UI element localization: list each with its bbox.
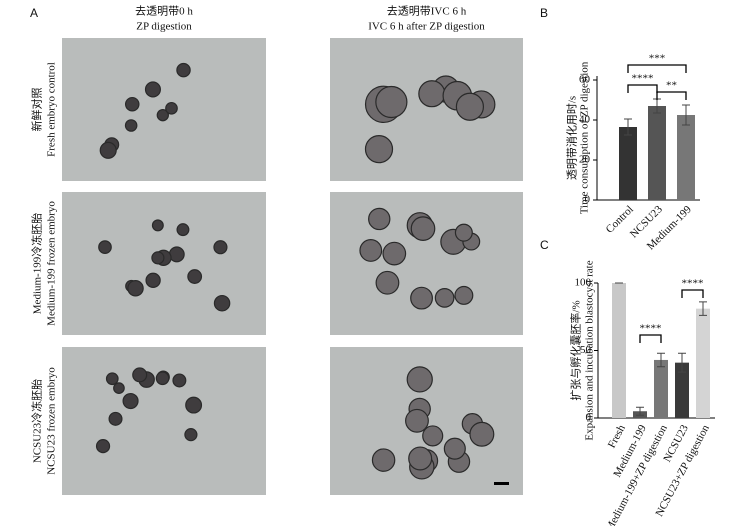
embryo [184, 428, 198, 442]
row-subtitle: Fresh embryo control [46, 62, 58, 157]
row-subtitle: NCSU23 frozen embryo [46, 367, 58, 475]
embryo [132, 367, 148, 383]
row-title: Medium-199冷冻胚胎 [30, 213, 44, 314]
bar [648, 106, 666, 200]
y-axis-label: 扩张与孵化囊胚率/% [569, 300, 583, 400]
micrograph [62, 347, 266, 495]
embryo [99, 141, 117, 159]
embryo [105, 372, 119, 386]
significance-label: **** [640, 323, 662, 335]
x-tick-label: Fresh [606, 423, 628, 451]
error-bar [636, 406, 644, 416]
embryo [124, 96, 140, 112]
embryo [185, 396, 203, 414]
error-bar [699, 301, 707, 316]
embryo [151, 219, 164, 232]
error-bar [682, 104, 690, 126]
embryo [455, 92, 485, 121]
embryo [434, 288, 455, 308]
embryo [151, 251, 165, 265]
y-axis-label: Time consumption of ZP digestion [579, 61, 591, 214]
embryo [422, 425, 444, 447]
embryo [364, 135, 394, 164]
embryo [406, 366, 433, 393]
embryo [371, 448, 396, 472]
embryo [176, 62, 191, 78]
y-tick-label: 60 [579, 74, 591, 86]
significance-bracket [656, 91, 687, 100]
embryo [98, 240, 112, 254]
embryo [405, 408, 429, 433]
y-axis-label: Expansion and incubation blastocyst rate [584, 260, 596, 440]
error-bar [678, 352, 686, 373]
embryo [95, 439, 111, 454]
bar [654, 359, 668, 418]
significance-bracket [681, 289, 704, 298]
significance-label: **** [682, 278, 704, 290]
bar [677, 115, 695, 200]
embryo [469, 421, 495, 447]
significance-label: ** [666, 80, 677, 92]
embryo [375, 85, 408, 119]
significance-label: **** [632, 73, 654, 85]
bar [619, 127, 637, 200]
embryo [124, 119, 138, 132]
y-tick-label: 100 [575, 277, 592, 289]
embryo [443, 437, 466, 460]
bar [612, 283, 626, 418]
bar [675, 362, 689, 418]
bar [696, 308, 710, 418]
y-tick-label: 0 [585, 194, 591, 206]
embryo [156, 108, 169, 122]
embryo [454, 223, 473, 242]
row-title: NCSU23冷冻胚胎 [30, 379, 44, 463]
significance-bracket [627, 64, 687, 73]
embryo [172, 373, 187, 388]
y-tick-label: 0 [586, 412, 592, 424]
embryo [368, 207, 391, 231]
embryo [410, 286, 433, 310]
embryo [176, 223, 190, 237]
column-title: 去透明带IVC 6 h [387, 5, 467, 18]
y-axis-label: 透明带消化用时/s [565, 96, 579, 180]
embryo [408, 446, 433, 471]
panel-label: B [540, 6, 548, 20]
column-subtitle: IVC 6 h after ZP digestion [368, 21, 485, 33]
row-subtitle: Medium-199 frozen embryo [46, 201, 58, 326]
y-tick-label: 50 [580, 344, 592, 356]
embryo [359, 239, 383, 262]
significance-bracket [639, 334, 662, 343]
y-tick-label: 20 [579, 154, 591, 166]
error-bar [624, 118, 632, 136]
embryo [382, 241, 407, 266]
significance-label: *** [649, 53, 666, 65]
embryo [213, 240, 228, 255]
column-subtitle: ZP digestion [136, 21, 192, 33]
micrograph [330, 192, 523, 335]
embryo [165, 101, 178, 115]
panel-label: A [30, 6, 38, 20]
y-tick-label: 40 [579, 114, 591, 126]
panel-label: C [540, 238, 549, 252]
column-title: 去透明带0 h [135, 5, 193, 18]
embryo [113, 382, 125, 394]
embryo [144, 81, 161, 98]
embryo [213, 294, 231, 312]
embryo [168, 246, 185, 263]
scale-bar [494, 482, 509, 485]
embryo [108, 411, 123, 426]
embryo [454, 285, 474, 305]
error-bar [657, 352, 665, 368]
embryo [375, 270, 400, 295]
row-title: 新鲜对照 [30, 88, 44, 132]
embryo [122, 392, 139, 410]
embryo [145, 272, 161, 288]
embryo [410, 216, 436, 241]
embryo [155, 371, 170, 386]
embryo [187, 269, 203, 284]
embryo [127, 280, 144, 297]
embryo [418, 80, 446, 108]
significance-bracket [627, 84, 658, 93]
